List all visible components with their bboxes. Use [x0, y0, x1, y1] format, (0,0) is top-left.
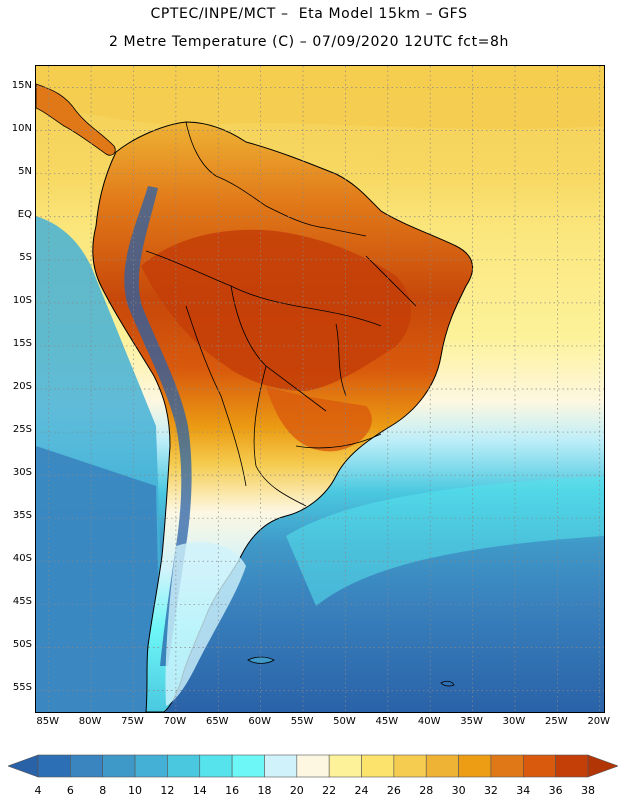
legend-arrow-low: [8, 754, 39, 778]
amazon-hot-core: [141, 229, 411, 391]
lat-label: 10N: [11, 122, 32, 134]
lat-label: 50S: [12, 639, 32, 651]
legend-swatch: [264, 754, 298, 778]
lon-label: 35W: [460, 716, 483, 727]
lat-label: 10S: [12, 294, 32, 306]
legend-swatch: [361, 754, 395, 778]
lon-label: 75W: [121, 716, 144, 727]
legend-swatch: [490, 754, 524, 778]
legend-swatch: [328, 754, 362, 778]
lon-label: 60W: [248, 716, 271, 727]
legend-swatch: [134, 754, 168, 778]
color-legend-bar: [8, 754, 618, 778]
lon-label: 65W: [205, 716, 229, 727]
legend-value: 12: [160, 784, 175, 797]
legend-arrow-high: [587, 754, 618, 778]
lon-label: 20W: [587, 716, 611, 727]
temperature-map: [35, 65, 605, 713]
caribbean-warm-zone: [36, 66, 604, 129]
south-georgia: [440, 680, 455, 687]
political-borders: [145, 121, 417, 507]
legend-value: 16: [225, 784, 240, 797]
atlantic-cool-plume: [286, 476, 604, 606]
patagonia-cool-zone: [165, 542, 246, 706]
legend-value: 26: [386, 784, 401, 797]
lon-label: 70W: [163, 716, 187, 727]
legend-swatch: [296, 754, 330, 778]
legend-swatch: [522, 754, 556, 778]
map-canvas: [36, 66, 604, 712]
map-subtitle: 2 Metre Temperature (C) – 07/09/2020 12U…: [109, 34, 509, 50]
lat-label: 55S: [12, 682, 32, 694]
legend-swatch: [425, 754, 459, 778]
lat-label: EQ: [17, 208, 32, 220]
lon-label: 55W: [290, 716, 314, 727]
lon-label: 85W: [36, 716, 60, 727]
legend-value: 4: [34, 784, 42, 797]
legend-swatch: [167, 754, 201, 778]
legend-value: 38: [581, 784, 595, 797]
lat-label: 30S: [12, 467, 32, 479]
legend-swatch: [199, 754, 233, 778]
lat-label: 45S: [12, 596, 32, 608]
pacific-cold-zone: [36, 446, 161, 712]
legend-value: 22: [322, 784, 337, 797]
lon-label: 45W: [375, 716, 399, 727]
legend-swatch: [231, 754, 265, 778]
central-america-land: [36, 83, 116, 156]
legend-value: 20: [289, 784, 304, 797]
lat-label: 40S: [12, 553, 32, 565]
legend-value: 18: [257, 784, 272, 797]
legend-value: 34: [516, 784, 531, 797]
lon-label: 25W: [545, 716, 568, 727]
map-title: CPTEC/INPE/MCT – Eta Model 15km – GFS: [150, 6, 468, 22]
lon-label: 40W: [417, 716, 441, 727]
legend-value: 24: [354, 784, 369, 797]
lon-label: 80W: [78, 716, 102, 727]
lat-label: 5N: [18, 165, 32, 177]
lat-label: 25S: [12, 424, 32, 436]
lon-label: 50W: [333, 716, 356, 727]
legend-swatch: [458, 754, 492, 778]
legend-value: 32: [483, 784, 498, 797]
legend-value: 30: [451, 784, 466, 797]
legend-value: 28: [419, 784, 434, 797]
lat-lon-grid: [36, 66, 604, 712]
lat-label: 15N: [11, 79, 32, 91]
andes-cold-spine: [124, 186, 192, 666]
legend-swatch: [393, 754, 427, 778]
legend-swatch: [555, 754, 589, 778]
legend-value: 6: [66, 784, 74, 797]
lat-label: 35S: [12, 510, 32, 522]
lat-label: 5S: [19, 251, 32, 263]
legend-value: 10: [128, 784, 143, 797]
legend-value: 36: [548, 784, 563, 797]
brazil-warm-zone: [266, 386, 372, 452]
legend-value: 8: [99, 784, 107, 797]
legend-swatch: [102, 754, 136, 778]
lon-label: 30W: [502, 716, 526, 727]
lat-label: 20S: [12, 381, 32, 392]
legend-swatch: [37, 754, 71, 778]
lat-label: 15S: [12, 337, 32, 349]
legend-value: 14: [192, 784, 207, 797]
legend-swatch: [70, 754, 104, 778]
